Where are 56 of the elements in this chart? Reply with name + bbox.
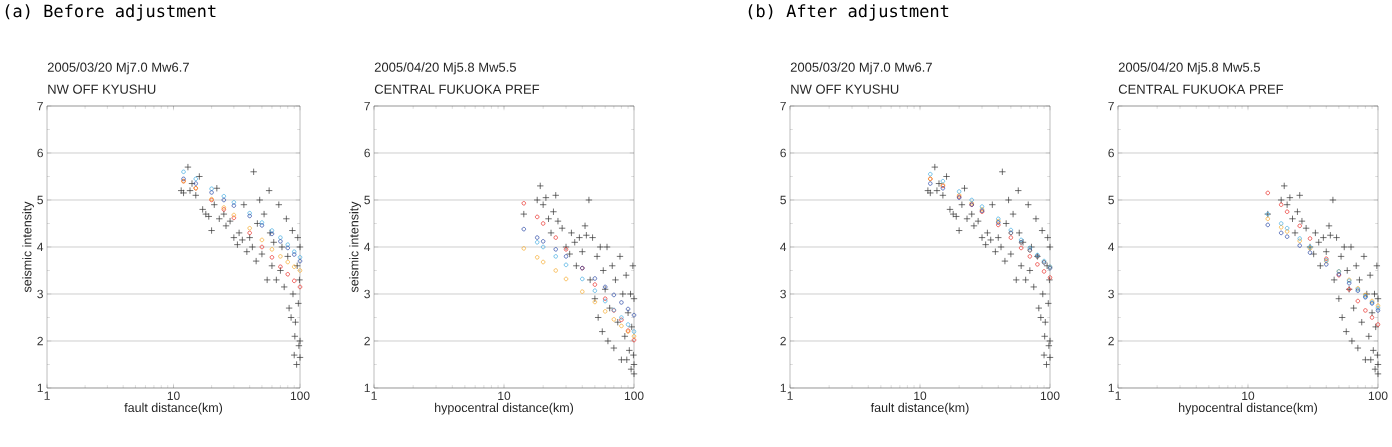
y-tick-label: 3 (37, 289, 43, 299)
x-tick-label: 1 (371, 391, 377, 400)
x-tick-label: 100 (1368, 391, 1388, 401)
chart-subtitle: CENTRAL FUKUOKA PREF (1118, 84, 1284, 94)
y-tick-label: 1 (364, 383, 370, 393)
y-tick-label: 2 (780, 336, 786, 346)
x-tick-label: 1 (787, 391, 793, 400)
y-axis-title: seismic intensity (22, 201, 34, 293)
x-tick-label: 10 (498, 391, 511, 401)
y-tick-label: 5 (1108, 195, 1114, 205)
y-tick-label: 4 (780, 242, 787, 252)
chart-title: 2005/03/20 Mj7.0 Mw6.7 (47, 62, 189, 75)
y-tick-label: 7 (1108, 101, 1114, 111)
y-tick-label: 5 (780, 195, 786, 205)
y-tick-label: 1 (37, 383, 43, 393)
x-tick-label: 10 (167, 391, 180, 401)
y-tick-label: 5 (364, 195, 370, 205)
y-tick-label: 4 (37, 242, 44, 252)
y-tick-label: 3 (364, 289, 370, 299)
x-tick-label: 100 (624, 391, 644, 401)
y-tick-label: 2 (37, 336, 43, 346)
x-axis-title: hypocentral distance(km) (435, 402, 574, 415)
x-tick-label: 10 (914, 391, 927, 401)
x-axis-title: fault distance(km) (124, 402, 223, 415)
y-tick-label: 6 (1108, 148, 1114, 158)
y-axis-title: seismic intensity (349, 201, 361, 293)
x-axis-title: fault distance(km) (870, 402, 969, 415)
chart-subtitle: NW OFF KYUSHU (791, 84, 899, 94)
y-tick-label: 6 (37, 148, 43, 158)
chart-title: 2005/03/20 Mj7.0 Mw6.7 (790, 62, 932, 75)
chart-subtitle: CENTRAL FUKUOKA PREF (374, 84, 540, 94)
chart-subtitle: NW OFF KYUSHU (48, 84, 156, 94)
y-tick-label: 5 (37, 195, 43, 205)
x-tick-label: 100 (290, 391, 310, 401)
chart-title: 2005/04/20 Mj5.8 Mw5.5 (1118, 62, 1260, 75)
text: (a) Before adjustment (5, 4, 216, 21)
y-tick-label: 7 (37, 101, 43, 111)
y-tick-label: 3 (780, 289, 786, 299)
text: (b) After adjustment (748, 4, 949, 21)
x-tick-label: 10 (1242, 391, 1255, 401)
y-tick-label: 2 (364, 336, 370, 346)
y-tick-label: 4 (1108, 242, 1115, 252)
x-tick-label: 1 (44, 391, 50, 400)
y-tick-label: 6 (364, 148, 370, 158)
x-tick-label: 100 (1040, 391, 1060, 401)
y-tick-label: 6 (780, 148, 786, 158)
x-axis-title: hypocentral distance(km) (1179, 402, 1318, 415)
y-tick-label: 7 (364, 101, 370, 111)
y-tick-label: 3 (1108, 289, 1114, 299)
y-tick-label: 7 (780, 101, 786, 111)
y-tick-label: 1 (780, 383, 786, 393)
y-tick-label: 2 (1108, 336, 1114, 346)
y-tick-label: 1 (1108, 383, 1114, 393)
y-tick-label: 4 (364, 242, 371, 252)
x-tick-label: 1 (1115, 391, 1121, 400)
chart-title: 2005/04/20 Mj5.8 Mw5.5 (374, 62, 516, 75)
